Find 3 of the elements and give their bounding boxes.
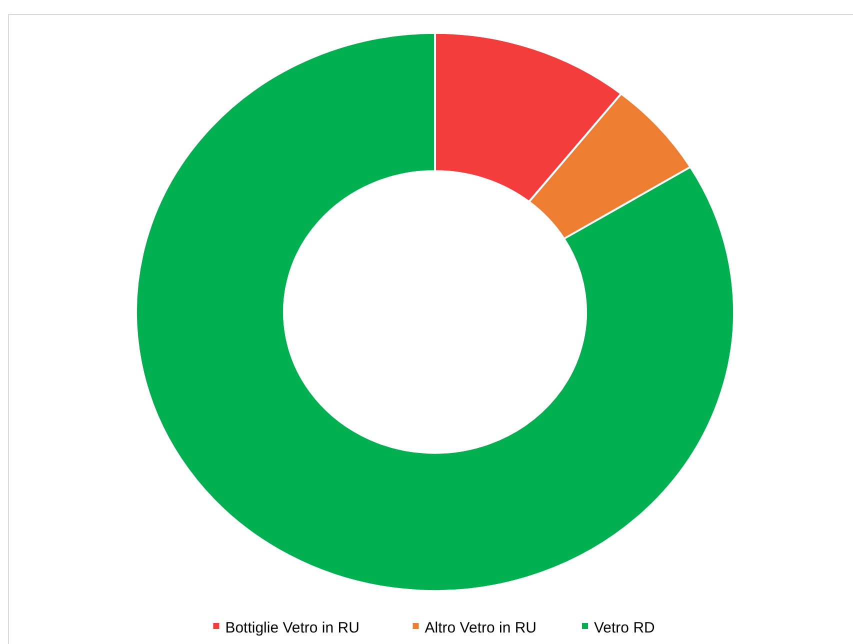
legend-label: Bottiglie Vetro in RU	[225, 619, 360, 636]
legend-label: Vetro RD	[594, 619, 656, 636]
legend-label: Altro Vetro in RU	[424, 619, 537, 636]
